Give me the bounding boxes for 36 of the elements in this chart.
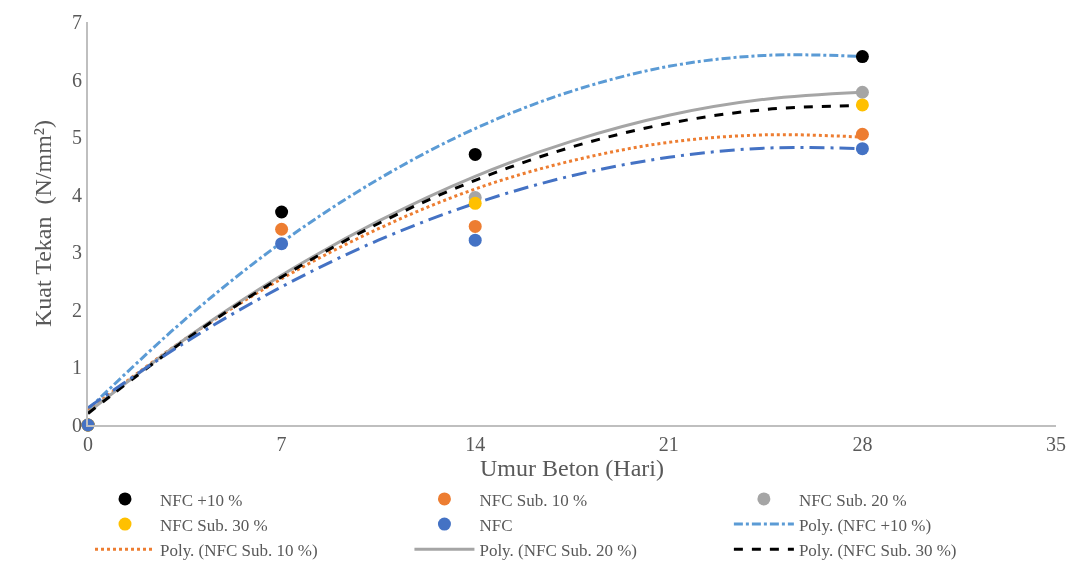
x-tick-label: 28 <box>852 433 873 455</box>
point <box>855 50 869 64</box>
point <box>468 219 482 233</box>
x-tick-label: 21 <box>658 433 679 455</box>
y-tick-label: 0 <box>72 414 82 436</box>
y-tick-label: 3 <box>72 241 82 264</box>
point <box>468 196 482 210</box>
y-tick-label: 4 <box>72 183 82 206</box>
point <box>855 85 869 99</box>
point <box>855 142 869 156</box>
legend-label: NFC +10 % <box>160 490 243 510</box>
y-tick-label: 2 <box>72 298 82 321</box>
point <box>275 222 289 236</box>
y-axis-title: Kuat Tekan (N/mm²) <box>29 119 56 328</box>
x-tick-label: 35 <box>1046 433 1066 455</box>
point <box>468 233 482 247</box>
legend-label: NFC Sub. 30 % <box>160 515 268 535</box>
y-tick-label: 5 <box>72 126 82 149</box>
point <box>275 205 289 219</box>
y-tick-label: 6 <box>72 68 82 91</box>
point <box>855 98 869 112</box>
point <box>468 147 482 161</box>
x-tick-label: 14 <box>465 433 486 455</box>
legend-label: Poly. (NFC Sub. 10 %) <box>160 540 318 560</box>
legend-label: NFC <box>479 515 513 535</box>
legend-label: Poly. (NFC Sub. 30 %) <box>798 540 957 560</box>
point <box>855 127 869 141</box>
x-axis-title: Umur Beton (Hari) <box>480 455 664 481</box>
legend-label: Poly. (NFC +10 %) <box>798 515 932 535</box>
legend-label: NFC Sub. 20 % <box>798 490 907 510</box>
y-tick-label: 7 <box>72 11 82 33</box>
y-tick-label: 1 <box>72 356 82 379</box>
x-tick-label: 7 <box>276 433 287 455</box>
legend-label: NFC Sub. 10 % <box>479 490 588 510</box>
legend-label: Poly. (NFC Sub. 20 %) <box>479 540 638 560</box>
point <box>275 237 289 251</box>
